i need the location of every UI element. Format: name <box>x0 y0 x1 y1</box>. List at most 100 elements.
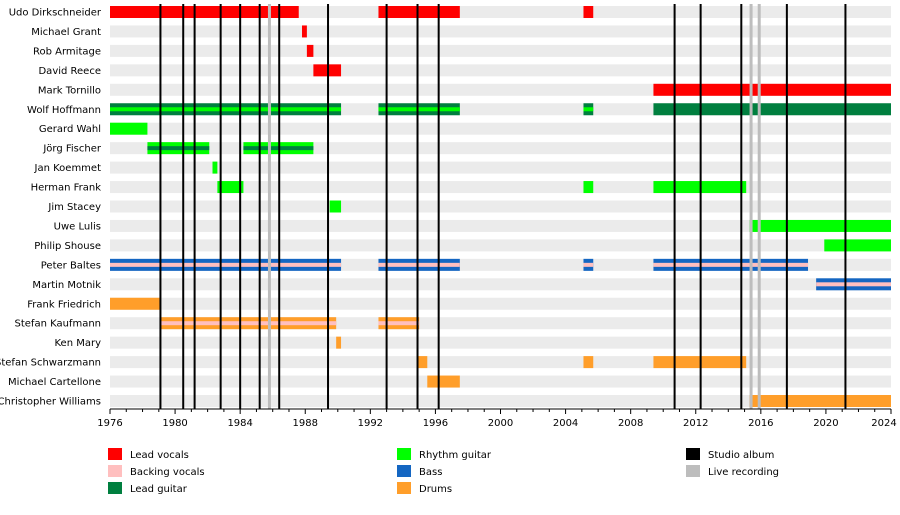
member-label: Michael Cartellone <box>8 377 101 388</box>
member-label: Jörg Fischer <box>42 144 102 155</box>
bar-rhythm-guitar <box>583 181 594 194</box>
bar-inner-backing-vocals <box>378 262 460 267</box>
x-tick-label: 1984 <box>227 418 252 429</box>
row-band <box>110 336 891 349</box>
legend-swatch-lead-guitar <box>108 482 122 494</box>
member-label: Wolf Hoffmann <box>27 105 101 116</box>
bar-rhythm-guitar <box>824 239 891 252</box>
member-label: Stefan Schwarzmann <box>0 358 101 369</box>
bar-rhythm-guitar <box>212 161 218 174</box>
bar-lead-vocals <box>653 83 891 96</box>
x-tick-label: 2004 <box>553 418 578 429</box>
bar-drums <box>110 297 161 310</box>
bar-rhythm-guitar <box>329 200 342 213</box>
row-bands <box>110 6 891 407</box>
row-band <box>110 219 891 232</box>
member-label: Jan Koemmet <box>34 163 102 174</box>
x-tick-label: 1980 <box>162 418 187 429</box>
x-tick-label: 1976 <box>97 418 122 429</box>
x-tick-label: 1996 <box>423 418 448 429</box>
legend-swatch-live-recording <box>686 465 700 477</box>
row-band <box>110 64 891 77</box>
legend-label-studio-album: Studio album <box>708 450 774 461</box>
member-labels: Udo Dirkschneider Michael Grant Rob Armita… <box>0 8 102 408</box>
member-label: Ken Mary <box>54 338 101 349</box>
member-label: Stefan Kaufmann <box>15 319 102 330</box>
row-band <box>110 122 891 135</box>
member-label: Udo Dirkschneider <box>9 8 102 19</box>
legend: Lead vocals Backing vocals Lead guitar Rhyt… <box>108 448 779 495</box>
row-band <box>110 356 891 369</box>
member-label: Uwe Lulis <box>54 221 101 232</box>
x-tick-label: 2000 <box>488 418 513 429</box>
legend-label-lead-guitar: Lead guitar <box>130 484 188 495</box>
legend-swatch-studio-album <box>686 448 700 460</box>
member-label: Philip Shouse <box>34 241 101 252</box>
bar-drums <box>417 356 428 369</box>
bar-rhythm-guitar <box>110 122 148 135</box>
legend-label-drums: Drums <box>419 484 452 495</box>
legend-swatch-backing-vocals <box>108 465 122 477</box>
bar-inner-backing-vocals <box>816 282 891 287</box>
bar-lead-vocals <box>583 6 594 18</box>
row-band <box>110 278 891 291</box>
bar-inner-backing-vocals <box>583 262 594 267</box>
bar-lead-vocals <box>306 44 314 57</box>
bar-inner-backing-vocals <box>110 262 342 267</box>
bar-lead-vocals <box>301 25 307 38</box>
bar-rhythm-guitar <box>217 181 244 194</box>
row-band <box>110 44 891 57</box>
member-label: Mark Tornillo <box>38 85 101 96</box>
x-axis: 1976 1980 1984 1988 1992 1996 2000 2004 2008 2012… <box>97 408 897 429</box>
event-lines <box>159 4 847 409</box>
legend-swatch-lead-vocals <box>108 448 122 460</box>
legend-label-live-recording: Live recording <box>708 467 779 478</box>
row-band <box>110 395 891 407</box>
bar-drums <box>427 375 460 388</box>
member-label: Jim Stacey <box>47 202 101 213</box>
legend-label-backing-vocals: Backing vocals <box>130 467 205 478</box>
legend-label-bass: Bass <box>419 467 442 478</box>
bar-lead-vocals <box>378 6 460 18</box>
legend-swatch-bass <box>397 465 411 477</box>
legend-label-rhythm-guitar: Rhythm guitar <box>419 450 492 461</box>
bar-inner-backing-vocals <box>378 321 420 326</box>
bar-drums <box>583 356 594 369</box>
x-tick-label: 2024 <box>871 418 896 429</box>
member-label: David Reece <box>38 66 101 77</box>
row-band <box>110 142 891 155</box>
bar-inner-backing-vocals <box>160 321 337 326</box>
row-band <box>110 200 891 213</box>
bar-rhythm-guitar <box>749 219 891 232</box>
bar-inner-rhythm-guitar <box>110 107 342 112</box>
x-tick-label: 2020 <box>813 418 838 429</box>
member-label: Christopher Williams <box>0 397 101 408</box>
x-tick-label: 1992 <box>358 418 383 429</box>
bar-inner-backing-vocals <box>653 262 809 267</box>
bar-drums <box>749 395 891 407</box>
row-band <box>110 239 891 252</box>
member-label: Peter Baltes <box>41 260 101 271</box>
row-band <box>110 375 891 388</box>
x-tick-label: 2016 <box>748 418 773 429</box>
member-label: Herman Frank <box>31 183 102 194</box>
member-label: Frank Friedrich <box>27 299 101 310</box>
bar-lead-guitar <box>653 103 891 116</box>
legend-label-lead-vocals: Lead vocals <box>130 450 189 461</box>
member-label: Michael Grant <box>31 27 101 38</box>
member-label: Gerard Wahl <box>39 124 101 135</box>
bar-drums <box>336 336 342 349</box>
legend-swatch-rhythm-guitar <box>397 448 411 460</box>
legend-swatch-drums <box>397 482 411 494</box>
row-band <box>110 25 891 38</box>
row-band <box>110 297 891 310</box>
bar-inner-lead-guitar <box>147 146 210 151</box>
member-label: Martin Motnik <box>32 280 101 291</box>
bar-lead-vocals <box>110 6 299 18</box>
bar-inner-rhythm-guitar <box>378 107 460 112</box>
x-tick-label: 2012 <box>683 418 708 429</box>
x-tick-label: 2008 <box>618 418 643 429</box>
row-band <box>110 161 891 174</box>
bar-inner-rhythm-guitar <box>583 107 594 112</box>
